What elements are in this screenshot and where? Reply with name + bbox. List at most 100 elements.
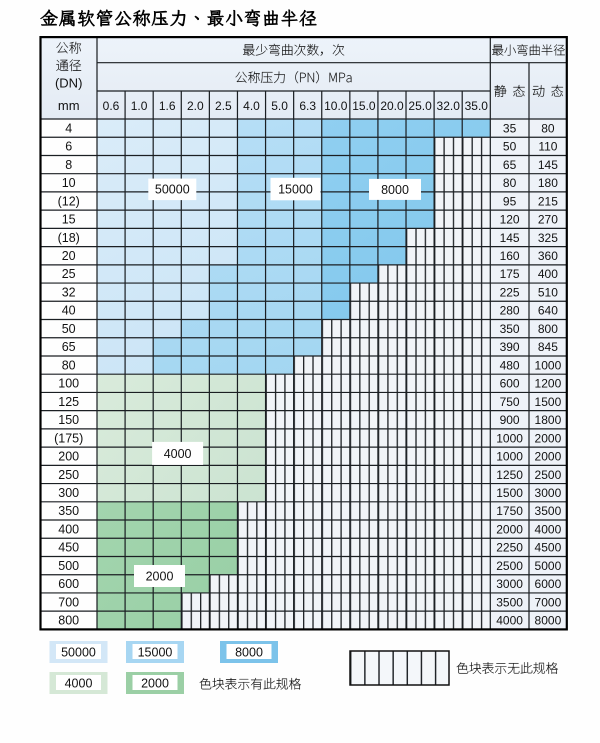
svg-text:2000: 2000 [146, 569, 174, 583]
svg-text:180: 180 [538, 176, 558, 190]
svg-text:2250: 2250 [496, 541, 523, 555]
svg-text:50000: 50000 [155, 183, 190, 197]
svg-text:mm: mm [58, 98, 80, 113]
svg-text:32.0: 32.0 [437, 99, 461, 113]
svg-text:3500: 3500 [496, 595, 523, 609]
svg-text:280: 280 [500, 304, 520, 318]
svg-text:2000: 2000 [535, 450, 562, 464]
svg-text:145: 145 [500, 231, 520, 245]
svg-text:120: 120 [500, 213, 520, 227]
svg-text:800: 800 [58, 614, 79, 628]
svg-text:40: 40 [62, 304, 76, 318]
svg-text:4000: 4000 [496, 614, 523, 628]
svg-text:0.6: 0.6 [103, 99, 120, 113]
svg-text:1750: 1750 [496, 504, 523, 518]
svg-text:900: 900 [500, 413, 520, 427]
svg-text:270: 270 [538, 213, 558, 227]
svg-text:350: 350 [58, 504, 79, 518]
svg-text:6: 6 [65, 140, 72, 154]
svg-text:8: 8 [65, 158, 72, 172]
svg-text:7000: 7000 [535, 595, 562, 609]
svg-text:25.0: 25.0 [408, 99, 432, 113]
svg-text:32: 32 [62, 286, 76, 300]
svg-text:4500: 4500 [535, 541, 562, 555]
svg-text:2500: 2500 [496, 559, 523, 573]
svg-text:50: 50 [62, 322, 76, 336]
svg-text:1000: 1000 [496, 450, 523, 464]
svg-text:750: 750 [500, 395, 520, 409]
svg-text:(175): (175) [54, 431, 83, 445]
svg-text:100: 100 [58, 377, 79, 391]
svg-text:4000: 4000 [164, 447, 192, 461]
svg-text:3500: 3500 [535, 504, 562, 518]
svg-text:65: 65 [503, 158, 517, 172]
svg-text:8000: 8000 [235, 645, 263, 659]
svg-text:145: 145 [538, 158, 558, 172]
svg-text:225: 225 [500, 286, 520, 300]
svg-text:1500: 1500 [535, 395, 562, 409]
svg-text:400: 400 [538, 267, 558, 281]
svg-text:15: 15 [62, 213, 76, 227]
svg-text:95: 95 [503, 194, 517, 208]
svg-text:4000: 4000 [535, 522, 562, 536]
svg-text:300: 300 [58, 486, 79, 500]
svg-text:250: 250 [58, 468, 79, 482]
svg-text:4.0: 4.0 [243, 99, 260, 113]
svg-text:510: 510 [538, 286, 558, 300]
svg-text:50000: 50000 [61, 645, 96, 659]
svg-text:200: 200 [58, 450, 79, 464]
svg-text:390: 390 [500, 340, 520, 354]
svg-text:20.0: 20.0 [380, 99, 404, 113]
svg-text:1500: 1500 [496, 486, 523, 500]
svg-text:10.0: 10.0 [324, 99, 348, 113]
svg-text:480: 480 [500, 358, 520, 372]
svg-text:1000: 1000 [496, 431, 523, 445]
svg-text:160: 160 [500, 249, 520, 263]
svg-text:2000: 2000 [496, 522, 523, 536]
svg-text:(DN): (DN) [55, 76, 82, 91]
svg-text:500: 500 [58, 559, 79, 573]
svg-text:600: 600 [500, 377, 520, 391]
svg-text:8000: 8000 [535, 614, 562, 628]
svg-text:15000: 15000 [138, 645, 173, 659]
svg-text:2000: 2000 [535, 431, 562, 445]
svg-text:350: 350 [500, 322, 520, 336]
svg-text:35.0: 35.0 [465, 99, 489, 113]
svg-text:4: 4 [65, 121, 72, 135]
svg-text:640: 640 [538, 304, 558, 318]
svg-text:80: 80 [62, 358, 76, 372]
svg-text:8000: 8000 [381, 183, 409, 197]
svg-text:800: 800 [538, 322, 558, 336]
svg-text:5000: 5000 [535, 559, 562, 573]
svg-text:1250: 1250 [496, 468, 523, 482]
svg-text:50: 50 [503, 140, 517, 154]
svg-text:700: 700 [58, 595, 79, 609]
svg-text:325: 325 [538, 231, 558, 245]
svg-text:600: 600 [58, 577, 79, 591]
svg-text:110: 110 [538, 140, 557, 154]
svg-text:10: 10 [62, 176, 76, 190]
svg-text:150: 150 [58, 413, 79, 427]
svg-text:80: 80 [503, 176, 517, 190]
svg-text:3000: 3000 [535, 486, 562, 500]
svg-text:175: 175 [500, 267, 520, 281]
svg-text:80: 80 [541, 121, 555, 135]
svg-text:20: 20 [62, 249, 76, 263]
svg-text:4000: 4000 [65, 676, 93, 690]
svg-text:15.0: 15.0 [352, 99, 376, 113]
svg-text:360: 360 [538, 249, 558, 263]
svg-text:2000: 2000 [141, 676, 169, 690]
svg-text:1.0: 1.0 [131, 99, 148, 113]
svg-text:450: 450 [58, 541, 79, 555]
svg-text:1800: 1800 [535, 413, 562, 427]
svg-text:845: 845 [538, 340, 558, 354]
svg-text:3000: 3000 [496, 577, 523, 591]
svg-text:1000: 1000 [535, 358, 562, 372]
svg-text:(12): (12) [58, 194, 80, 208]
svg-text:25: 25 [62, 267, 76, 281]
svg-text:65: 65 [62, 340, 76, 354]
svg-text:400: 400 [58, 522, 79, 536]
svg-text:2.0: 2.0 [187, 99, 204, 113]
svg-text:125: 125 [58, 395, 79, 409]
svg-text:35: 35 [503, 121, 517, 135]
